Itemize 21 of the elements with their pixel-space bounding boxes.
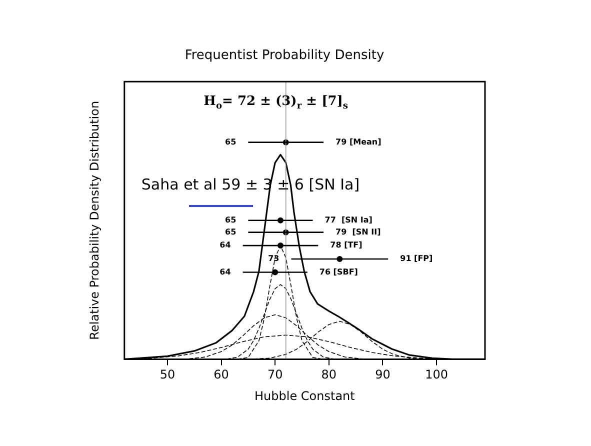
annotation: 65 [225, 227, 237, 236]
annotation: 64 [220, 267, 232, 276]
annotation: 78 [TF] [330, 240, 362, 250]
x-tick-label: 90 [375, 368, 390, 382]
chart-title: Frequentist Probability Density [184, 48, 384, 64]
annotation: 65 [225, 137, 237, 146]
x-tick-label: 80 [321, 368, 337, 382]
annotation: 79 [Mean] [336, 137, 382, 146]
x-tick-label: 60 [214, 368, 229, 382]
annotation: 64 [220, 240, 232, 250]
annotation: 73 [268, 254, 280, 264]
y-axis-title: Relative Probability Density Distribution [87, 100, 102, 340]
annotation: 91 [FP] [400, 254, 433, 264]
annotation: 65 [225, 215, 237, 224]
x-tick-label: 100 [425, 368, 448, 382]
annotation: 77 [SN Ia] [324, 215, 372, 224]
x-tick-label: 50 [160, 368, 176, 382]
annotation: 76 [SBF] [319, 267, 358, 276]
annotation: 79 [SN II] [336, 227, 381, 236]
x-tick-label: 70 [267, 368, 283, 382]
x-axis-title: Hubble Constant [254, 388, 356, 403]
